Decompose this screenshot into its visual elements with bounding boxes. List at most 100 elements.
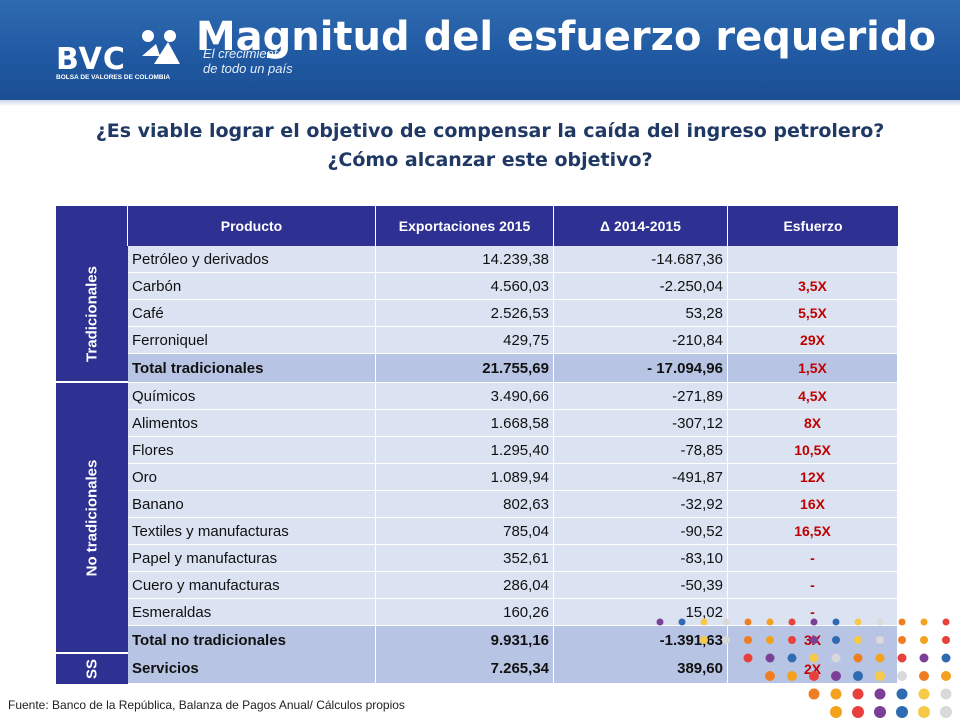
tagline-line2: de todo un país	[203, 61, 293, 76]
cell-exportaciones: 9.931,16	[376, 626, 554, 655]
dot-icon	[656, 618, 664, 626]
dot-icon	[810, 636, 818, 644]
dot-icon	[765, 671, 775, 681]
dot-icon	[876, 636, 884, 644]
cell-esfuerzo: 12X	[728, 464, 898, 491]
cell-exportaciones: 1.668,58	[376, 410, 554, 437]
dot-icon	[787, 671, 797, 681]
cell-delta: 53,28	[554, 300, 728, 327]
dot-icon	[766, 636, 774, 644]
cell-exportaciones: 802,63	[376, 491, 554, 518]
table-row: Total tradicionales 21.755,69- 17.094,96 1…	[128, 354, 898, 383]
table-row: Flores 1.295,40 -78,85 10,5X	[128, 437, 898, 464]
cell-exportaciones: 785,04	[376, 518, 554, 545]
dot-icon	[678, 618, 686, 626]
dot-icon	[897, 653, 907, 663]
cell-producto: Ferroniquel	[128, 327, 376, 354]
cell-producto: Alimentos	[128, 410, 376, 437]
dot-icon	[854, 636, 862, 644]
dot-icon	[875, 671, 885, 681]
cell-exportaciones: 160,26	[376, 599, 554, 626]
cell-exportaciones: 3.490,66	[376, 383, 554, 410]
dot-icon	[875, 653, 885, 663]
cell-producto: Oro	[128, 464, 376, 491]
cell-exportaciones: 352,61	[376, 545, 554, 572]
dot-icon	[744, 618, 752, 626]
dot-icon	[940, 706, 952, 718]
dot-icon	[853, 671, 863, 681]
dot-icon	[830, 706, 842, 718]
cell-esfuerzo: -	[728, 545, 898, 572]
cell-producto: Total no tradicionales	[128, 626, 376, 655]
dot-icon	[831, 653, 841, 663]
cell-producto: Carbón	[128, 273, 376, 300]
table-row: Carbón 4.560,03 -2.250,04 3,5X	[128, 273, 898, 300]
cell-esfuerzo: 16,5X	[728, 518, 898, 545]
table-row: Total no tradicionales9.931,16-1.391,633…	[128, 626, 898, 655]
header-exportaciones: Exportaciones 2015	[376, 206, 554, 246]
dot-icon	[942, 618, 950, 626]
source-note: Fuente: Banco de la República, Balanza d…	[8, 698, 405, 712]
dot-icon	[744, 636, 752, 644]
cell-delta: -50,39	[554, 572, 728, 599]
decorative-dots	[656, 618, 952, 718]
table-row: Papel y manufacturas 352,61 -83,10-	[128, 545, 898, 572]
header-delta: Δ 2014-2015	[554, 206, 728, 246]
dot-icon	[854, 618, 862, 626]
dot-icon	[896, 706, 908, 718]
dot-icon	[832, 636, 840, 644]
cell-delta: -307,12	[554, 410, 728, 437]
cell-delta: -271,89	[554, 383, 728, 410]
cell-producto: Esmeraldas	[128, 599, 376, 626]
dot-icon	[874, 706, 886, 718]
cell-delta: 389,60	[554, 654, 728, 684]
cell-exportaciones: 1.295,40	[376, 437, 554, 464]
dot-icon	[830, 688, 842, 700]
group-ss: SS	[56, 654, 128, 684]
cell-producto: Servicios	[128, 654, 376, 684]
cell-exportaciones: 2.526,53	[376, 300, 554, 327]
dot-icon	[766, 618, 774, 626]
dot-icon	[832, 618, 840, 626]
group-label: No tradicionales	[83, 459, 101, 576]
cell-producto: Papel y manufacturas	[128, 545, 376, 572]
dot-icon	[941, 671, 951, 681]
dot-icon	[920, 618, 928, 626]
dot-icon	[918, 706, 930, 718]
cell-delta: -83,10	[554, 545, 728, 572]
cell-esfuerzo: 16X	[728, 491, 898, 518]
group-label: SS	[83, 658, 101, 680]
cell-delta: -90,52	[554, 518, 728, 545]
cell-producto: Banano	[128, 491, 376, 518]
cell-exportaciones: 1.089,94	[376, 464, 554, 491]
dot-icon	[852, 706, 864, 718]
cell-esfuerzo: 5,5X	[728, 300, 898, 327]
cell-delta: -78,85	[554, 437, 728, 464]
tagline: El crecimiento de todo un país	[203, 46, 293, 76]
table-row: Banano 802,63 -32,92 16X	[128, 491, 898, 518]
cell-esfuerzo: 29X	[728, 327, 898, 354]
question-line2: ¿Cómo alcanzar este objetivo?	[327, 149, 653, 171]
cell-delta: -210,84	[554, 327, 728, 354]
cell-esfuerzo: 1,5X	[728, 354, 898, 383]
group-no-tradicionales: No tradicionales	[56, 383, 128, 654]
table-row: Café 2.526,53 53,28 5,5X	[128, 300, 898, 327]
dot-icon	[722, 618, 730, 626]
group-tradicionales: Tradicionales	[56, 246, 128, 383]
dot-icon	[896, 688, 908, 700]
dot-icon	[787, 653, 797, 663]
cell-esfuerzo: -	[728, 572, 898, 599]
dot-icon	[876, 618, 884, 626]
cell-producto: Flores	[128, 437, 376, 464]
header-band: BVC BOLSA DE VALORES DE COLOMBIA El crec…	[0, 0, 960, 100]
dot-icon	[810, 618, 818, 626]
dot-icon	[941, 653, 951, 663]
dot-icon	[898, 636, 906, 644]
logo-subtitle: BOLSA DE VALORES DE COLOMBIA	[56, 74, 171, 81]
table-row: Petróleo y derivados 14.239,38 -14.687,36	[128, 246, 898, 273]
cell-esfuerzo: 8X	[728, 410, 898, 437]
dot-icon	[898, 618, 906, 626]
cell-producto: Total tradicionales	[128, 354, 376, 383]
dot-icon	[853, 653, 863, 663]
dot-icon	[722, 636, 730, 644]
